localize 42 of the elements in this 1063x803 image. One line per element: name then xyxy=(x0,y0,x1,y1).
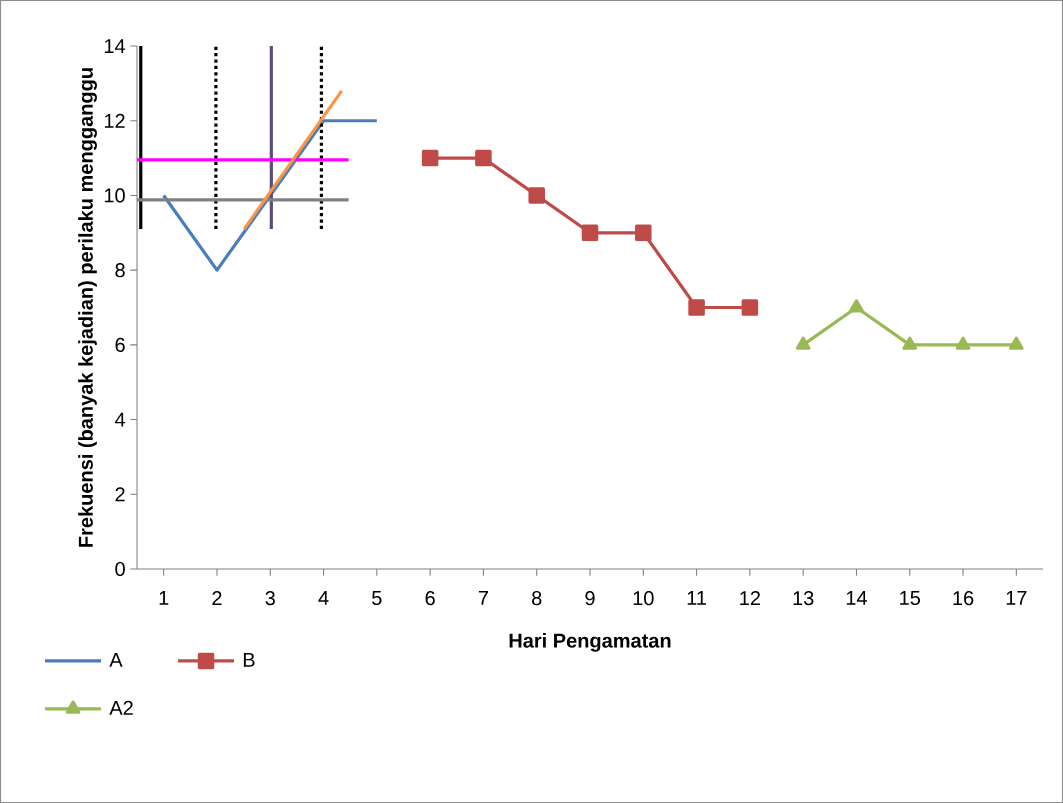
x-tick-label: 5 xyxy=(372,591,382,605)
y-tick-label: 6 xyxy=(115,337,125,352)
y-tick-label: 14 xyxy=(104,39,126,53)
point xyxy=(581,224,599,242)
y-tick-label: 10 xyxy=(104,188,125,203)
x-tick-label: 1 xyxy=(159,591,169,605)
x-tick-label: 16 xyxy=(953,591,974,606)
point xyxy=(955,336,971,350)
x-tick-label: 13 xyxy=(793,591,814,606)
x-tick-label: 15 xyxy=(900,591,921,605)
x-tick-label: 8 xyxy=(532,591,542,606)
point xyxy=(902,336,918,350)
y-axis-title: Frekuensi (banyak kejadian) perilaku mengganggu xyxy=(78,68,97,547)
y-tick-label: 8 xyxy=(115,263,125,278)
y-tick-label: 12 xyxy=(104,113,125,128)
x-tick-label: 6 xyxy=(425,591,435,606)
point xyxy=(741,299,759,316)
point xyxy=(421,149,439,167)
point xyxy=(475,149,492,167)
point xyxy=(635,224,652,242)
legend-label: B xyxy=(243,653,255,667)
legend-label: A xyxy=(109,653,123,667)
point xyxy=(795,336,811,350)
x-tick-label: 10 xyxy=(633,591,654,606)
point xyxy=(1008,336,1024,350)
x-tick-label: 3 xyxy=(265,591,275,606)
y-tick-label: 4 xyxy=(114,412,126,427)
point xyxy=(688,299,705,316)
x-tick-label: 2 xyxy=(212,591,222,605)
x-tick-label: 9 xyxy=(585,591,595,606)
y-tick-label: 0 xyxy=(115,561,125,577)
x-axis-title: Hari Pengamatan xyxy=(509,633,671,652)
x-tick-label: 7 xyxy=(478,591,488,605)
x-tick-label: 11 xyxy=(687,591,706,605)
x-tick-label: 17 xyxy=(1006,591,1027,605)
x-tick-label: 4 xyxy=(318,591,329,605)
x-tick-label: 14 xyxy=(846,591,867,605)
legend-label: A2 xyxy=(109,700,133,715)
y-tick-label: 2 xyxy=(115,487,125,502)
point xyxy=(849,299,864,313)
x-tick-label: 12 xyxy=(740,591,760,605)
point xyxy=(528,187,545,204)
